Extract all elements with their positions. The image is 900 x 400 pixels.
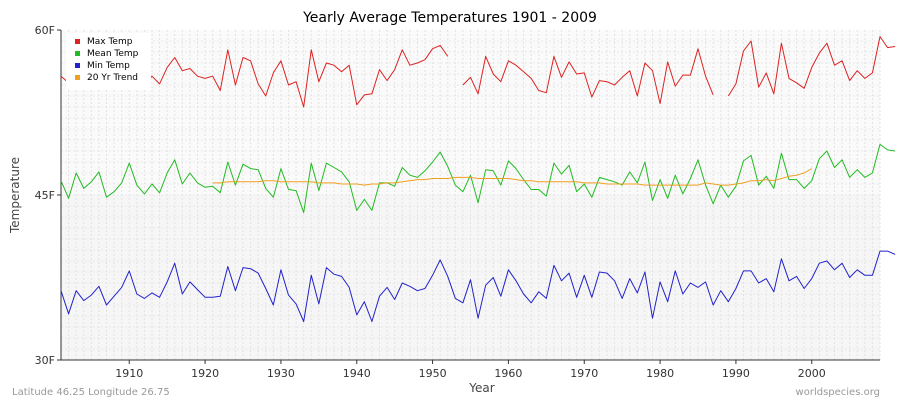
legend-swatch	[75, 39, 80, 44]
legend: Max Temp Mean Temp Min Temp 20 Yr Trend	[66, 33, 151, 90]
x-tick-label: 1970	[570, 367, 598, 380]
x-tick-label: 1930	[267, 367, 295, 380]
legend-label: Mean Temp	[87, 49, 139, 59]
legend-swatch	[75, 63, 80, 68]
y-ticks: 60F 45F 30F	[35, 24, 61, 367]
series-line-20-yr-trend	[212, 168, 813, 186]
x-tick-label: 1920	[191, 367, 219, 380]
x-tick-label: 1910	[115, 367, 143, 380]
legend-box	[66, 33, 151, 90]
x-axis-label: Year	[468, 381, 494, 395]
y-tick-label: 30F	[35, 354, 55, 367]
y-tick-label: 60F	[35, 24, 55, 37]
x-tick-label: 1960	[494, 367, 522, 380]
y-tick-label: 45F	[35, 189, 55, 202]
legend-label: Max Temp	[87, 37, 133, 47]
legend-swatch	[75, 75, 80, 80]
x-tick-label: 1990	[722, 367, 750, 380]
grid	[60, 30, 881, 360]
x-tick-label: 1950	[419, 367, 447, 380]
x-tick-label: 2000	[798, 367, 826, 380]
legend-label: Min Temp	[87, 61, 130, 71]
series-line-min-temp	[60, 250, 896, 322]
chart-title: Yearly Average Temperatures 1901 - 2009	[302, 10, 597, 26]
x-ticks: 1910 1920 1930 1940 1950 1960 1970 1980 1990 2000	[115, 360, 826, 380]
legend-label: 20 Yr Trend	[87, 73, 138, 83]
footer-location: Latitude 46.25 Longitude 26.75	[12, 387, 170, 398]
series-line-mean-temp	[60, 143, 896, 214]
x-tick-label: 1980	[646, 367, 674, 380]
y-axis-label: Temperature	[8, 157, 22, 234]
legend-swatch	[75, 51, 80, 56]
footer-source: worldspecies.org	[796, 387, 880, 398]
x-tick-label: 1940	[343, 367, 371, 380]
